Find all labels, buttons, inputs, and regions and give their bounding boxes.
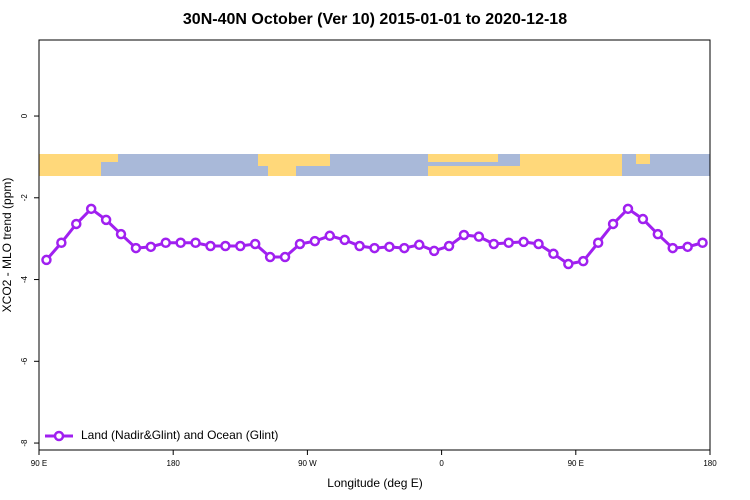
data-point (682, 241, 693, 253)
data-point (384, 241, 395, 253)
data-point (56, 237, 67, 249)
data-point (85, 203, 97, 215)
data-point (667, 242, 678, 254)
data-point (548, 248, 559, 260)
data-point (309, 235, 321, 247)
map-strip (39, 154, 710, 176)
data-point (130, 242, 142, 254)
data-point (443, 240, 455, 252)
data-point (607, 218, 619, 230)
x-tick-label: 180 (703, 459, 717, 468)
x-axis-label: Longitude (deg E) (327, 476, 422, 490)
legend-label: Land (Nadir&Glint) and Ocean (Glint) (81, 428, 278, 442)
x-tick-label: 90 W (298, 459, 317, 468)
legend-marker (53, 430, 65, 442)
y-axis-label: XCO2 - MLO trend (ppm) (0, 178, 14, 313)
data-point (115, 228, 127, 240)
data-point (145, 241, 157, 253)
data-point (249, 238, 261, 250)
data-point (190, 237, 201, 249)
data-point (205, 240, 216, 252)
data-point (473, 231, 485, 242)
data-point (533, 238, 544, 250)
series-line (45, 206, 703, 266)
data-point (428, 245, 440, 257)
data-point (652, 228, 664, 240)
chart-title: 30N-40N October (Ver 10) 2015-01-01 to 2… (183, 11, 567, 28)
data-point (563, 258, 574, 270)
x-tick-label: 0 (439, 459, 444, 468)
data-point (518, 236, 529, 248)
data-point (697, 237, 708, 249)
x-tick-label: 180 (167, 459, 181, 468)
data-point (100, 214, 112, 226)
data-point (369, 242, 380, 254)
data-point (160, 237, 171, 249)
data-point (413, 239, 425, 251)
y-tick-label: -6 (20, 357, 29, 365)
x-tick-label: 90 E (568, 459, 584, 468)
data-point (71, 218, 82, 230)
data-point (458, 229, 470, 241)
data-point (175, 237, 186, 249)
data-point (578, 255, 589, 267)
data-point (399, 242, 410, 254)
data-point (637, 213, 649, 225)
data-point (503, 237, 514, 249)
data-point (41, 254, 52, 266)
data-point (488, 238, 500, 250)
plot-frame (38, 39, 711, 451)
data-point (592, 237, 604, 249)
y-tick-label: -8 (20, 439, 29, 447)
data-point (264, 251, 276, 263)
data-point (339, 234, 350, 246)
y-tick-label: -2 (20, 194, 29, 202)
data-point (235, 240, 246, 252)
data-point (220, 240, 231, 252)
data-point (279, 251, 291, 263)
y-tick-label: 0 (20, 113, 29, 118)
y-tick-label: -4 (20, 275, 29, 283)
data-point (324, 230, 336, 242)
data-point (354, 240, 365, 252)
data-point (294, 238, 306, 250)
data-point (622, 203, 634, 215)
x-tick-label: 90 E (31, 459, 47, 468)
